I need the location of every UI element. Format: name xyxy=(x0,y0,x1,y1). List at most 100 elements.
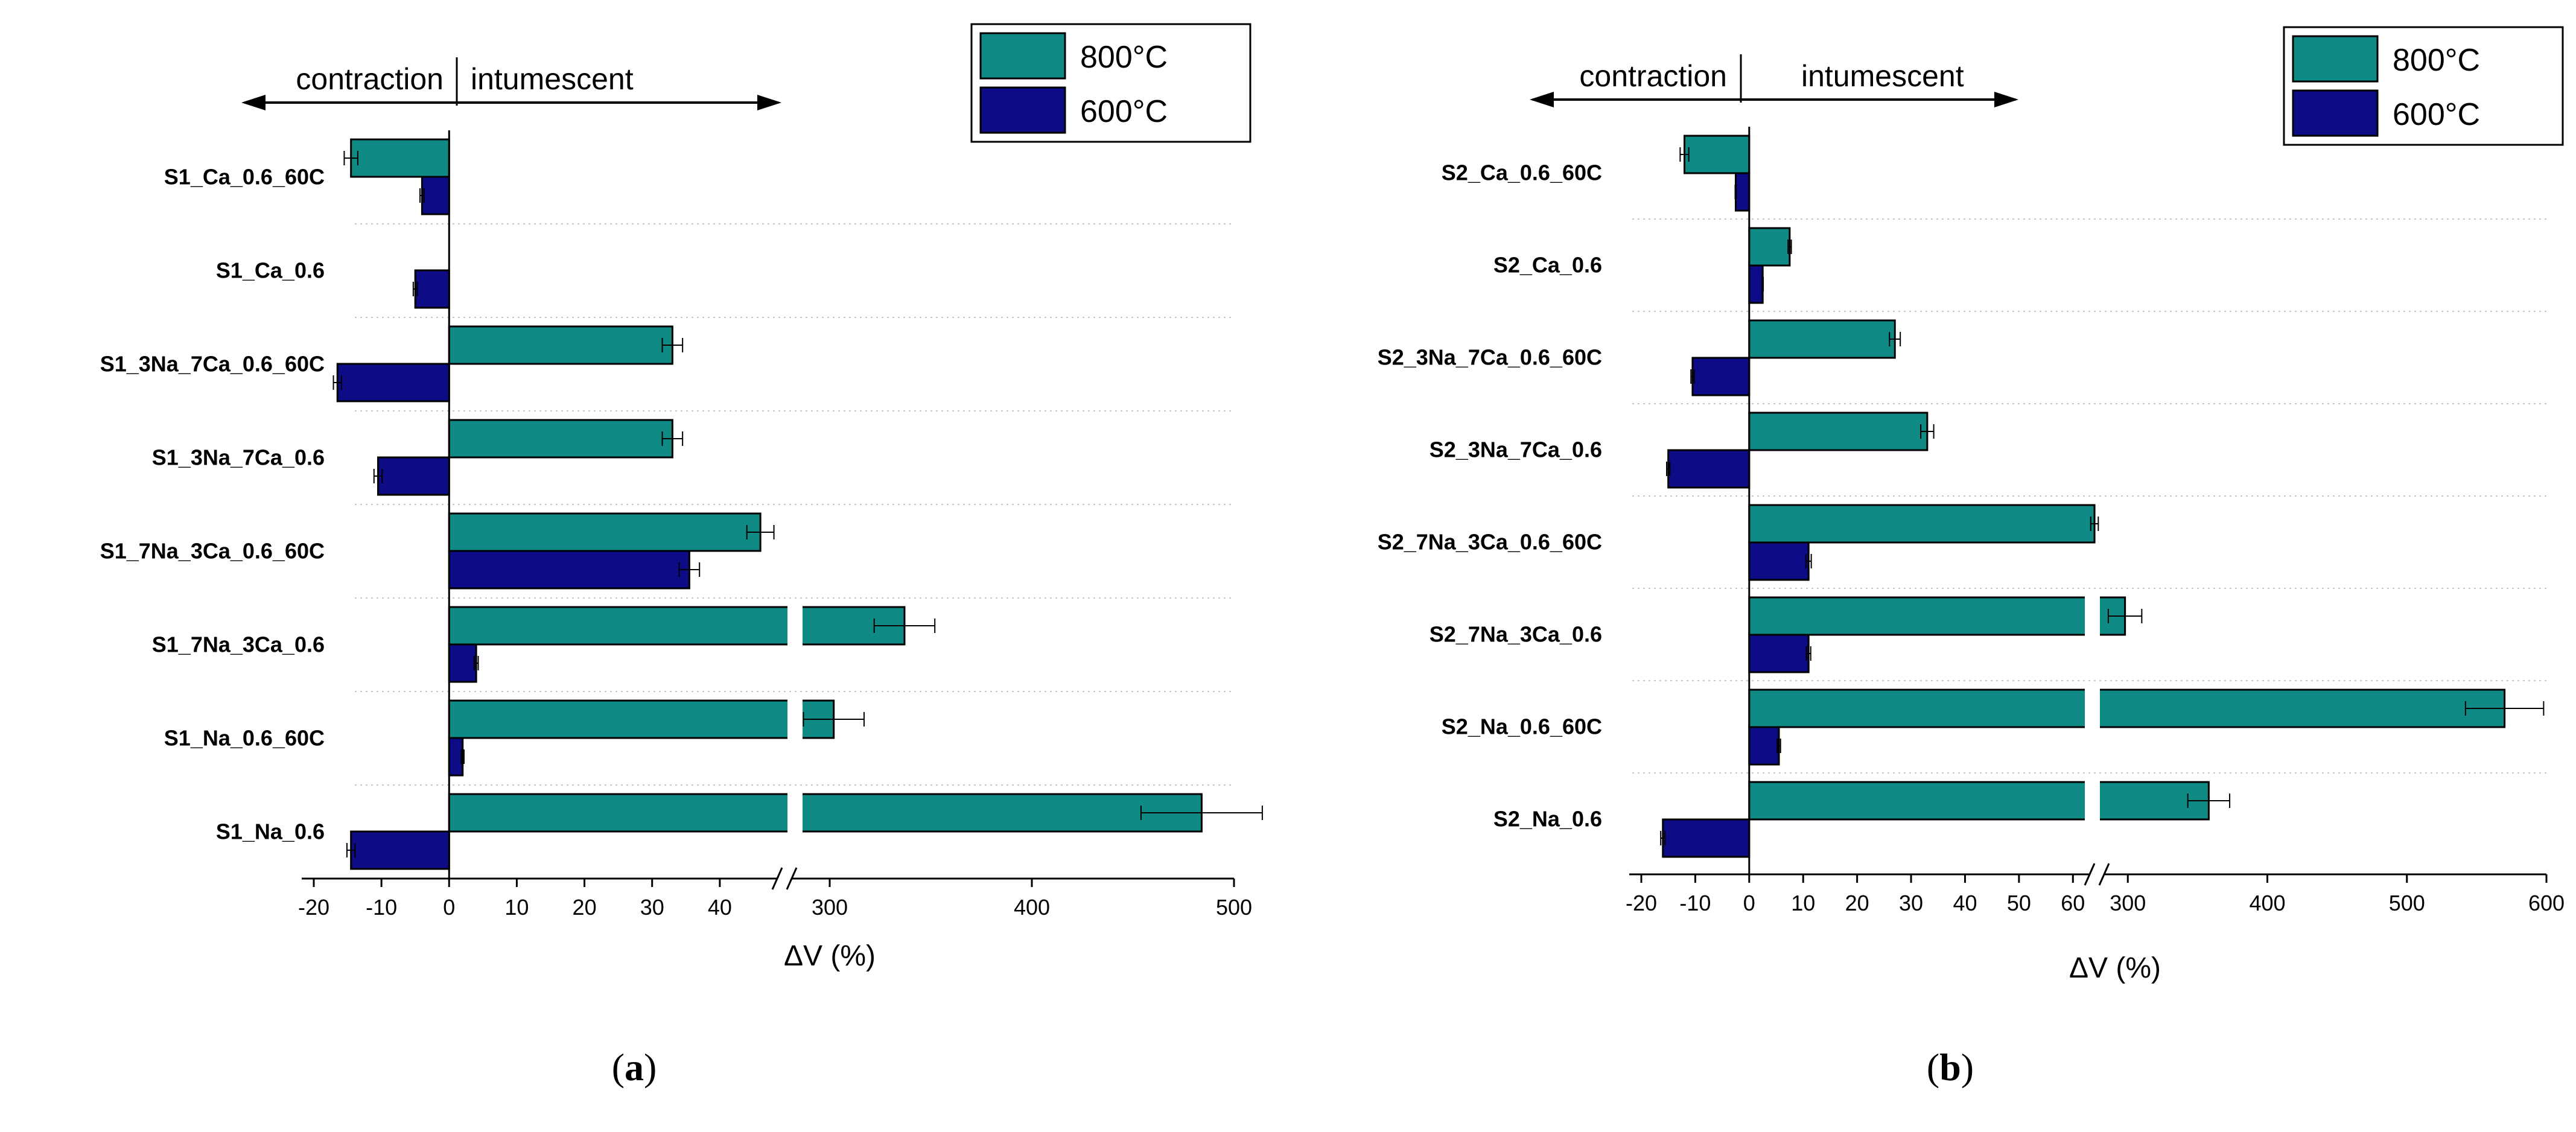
bar-800c xyxy=(1748,412,1929,451)
error-bar xyxy=(343,151,358,165)
error-bar xyxy=(1805,554,1812,568)
panel-a-bars xyxy=(332,138,1263,870)
panel-a-axes xyxy=(302,130,1234,890)
x-tick-label: 400 xyxy=(1014,895,1050,920)
bar-800c xyxy=(1748,504,2096,544)
x-tick-label: 400 xyxy=(2249,891,2285,915)
x-tick-label: 30 xyxy=(640,895,664,920)
panel-a-ticks: -20 -10 0 10 20 30 40 300 400 500 xyxy=(298,879,1252,920)
bar-600c xyxy=(1748,726,1780,766)
error-bar xyxy=(803,712,865,727)
bar-800c xyxy=(448,606,906,646)
x-tick-label: 500 xyxy=(2389,891,2425,915)
bar-600c xyxy=(1734,172,1751,212)
panel-b-label: (b) xyxy=(1927,1046,1974,1089)
error-bar xyxy=(373,469,383,483)
category-label: S2_Na_0.6 xyxy=(1493,807,1602,832)
bar-600c xyxy=(1748,264,1764,304)
x-tick-label: 60 xyxy=(2061,891,2085,915)
axis-break-mark xyxy=(771,867,798,890)
x-tick-label: 30 xyxy=(1899,891,1923,915)
category-label: S1_3Na_7Ca_0.6 xyxy=(152,445,325,470)
panel-b-annotation: contraction intumescent xyxy=(1530,54,2018,107)
error-bar xyxy=(1140,806,1263,820)
bar-800c xyxy=(448,419,673,459)
error-bar xyxy=(332,375,342,390)
panel-a-categories: S1_Na_0.6 S1_Na_0.6_60C S1_7Na_3Ca_0.6 S1_7… xyxy=(100,165,325,844)
panel-a: S1_Na_0.6 S1_Na_0.6_60C S1_7Na_3Ca_0.6 S1_7… xyxy=(100,23,1263,1089)
bar-break-gap xyxy=(2085,687,2100,730)
error-bar xyxy=(746,525,775,539)
bar-800c xyxy=(1748,688,2506,728)
x-tick-label: 500 xyxy=(1216,895,1252,920)
category-label: S1_Na_0.6 xyxy=(216,819,325,844)
panel-a-legend: 800°C 600°C xyxy=(970,23,1251,143)
bar-600c xyxy=(350,830,450,870)
bar-break-gap xyxy=(2085,595,2100,637)
error-bar xyxy=(661,431,684,446)
x-tick-label: 300 xyxy=(2110,891,2146,915)
x-tick-label: 40 xyxy=(708,895,732,920)
legend-label-800: 800°C xyxy=(1080,40,1168,75)
x-tick-label: 20 xyxy=(573,895,597,920)
category-label: S2_3Na_7Ca_0.6 xyxy=(1430,437,1602,462)
panel-b-legend: 800°C 600°C xyxy=(2283,26,2564,146)
bar-800c xyxy=(448,699,835,739)
bar-600c xyxy=(336,363,450,402)
error-bar xyxy=(2187,793,2231,808)
panel-b-contraction-label: contraction xyxy=(1579,59,1727,93)
bar-800c xyxy=(448,325,673,365)
error-bar xyxy=(1690,369,1695,384)
error-bar xyxy=(346,843,356,857)
bar-600c xyxy=(377,456,450,496)
panel-b: S2_Na_0.6 S2_Na_0.6_60C S2_7Na_3Ca_0.6 S2_7… xyxy=(1378,26,2565,1089)
category-label: S2_7Na_3Ca_0.6_60C xyxy=(1378,530,1602,555)
panel-b-intumescent-label: intumescent xyxy=(1801,59,1964,93)
bar-800c xyxy=(1748,227,1791,267)
panel-a-contraction-label: contraction xyxy=(296,62,444,96)
bar-600c xyxy=(1748,541,1810,581)
bar-800c xyxy=(1748,319,1896,359)
panel-a-intumescent-label: intumescent xyxy=(471,62,634,96)
error-bar xyxy=(1660,831,1666,845)
error-bar xyxy=(1805,646,1811,661)
error-bar xyxy=(412,282,418,296)
category-label: S2_Na_0.6_60C xyxy=(1442,714,1602,739)
bar-600c xyxy=(421,176,450,215)
x-tick-label: -20 xyxy=(298,895,329,920)
error-bar xyxy=(678,562,701,577)
panel-a-annotation: contraction intumescent xyxy=(241,57,781,110)
x-tick-label: 300 xyxy=(812,895,848,920)
legend-label-600: 600°C xyxy=(2393,97,2480,132)
error-bar xyxy=(1889,332,1901,346)
error-bar xyxy=(419,188,425,203)
panel-b-categories: S2_Na_0.6 S2_Na_0.6_60C S2_7Na_3Ca_0.6 S2_7… xyxy=(1378,161,1602,832)
bar-600c xyxy=(448,737,464,777)
x-tick-label: 600 xyxy=(2528,891,2565,915)
error-bar xyxy=(460,749,465,764)
bar-break-gap xyxy=(787,698,803,740)
error-bar xyxy=(661,338,684,352)
bar-800c xyxy=(350,138,450,178)
bar-600c xyxy=(1691,357,1751,396)
bar-600c xyxy=(448,550,690,590)
category-label: S2_Ca_0.6_60C xyxy=(1442,161,1602,185)
bar-600c xyxy=(448,643,477,683)
category-label: S1_Ca_0.6_60C xyxy=(164,165,325,189)
x-tick-label: 10 xyxy=(1791,891,1815,915)
legend-label-600: 600°C xyxy=(1080,94,1168,129)
panel-b-x-axis-title: ΔV (%) xyxy=(2069,952,2161,984)
bar-800c xyxy=(448,793,1203,833)
panel-b-ticks: -20 -10 0 10 20 30 40 50 60 300 400 500 600 xyxy=(1626,874,2565,915)
error-bar xyxy=(1787,240,1792,254)
bar-break-gap xyxy=(787,792,803,834)
bar-800c xyxy=(1684,135,1751,174)
panel-b-grid xyxy=(1632,218,2546,774)
legend-swatch-800 xyxy=(979,32,1066,80)
error-bar xyxy=(1761,277,1764,291)
error-bar xyxy=(1734,185,1737,199)
category-label: S1_Na_0.6_60C xyxy=(164,726,325,751)
x-tick-label: -20 xyxy=(1626,891,1657,915)
axis-break-mark xyxy=(2084,863,2110,886)
bar-800c xyxy=(448,512,762,552)
